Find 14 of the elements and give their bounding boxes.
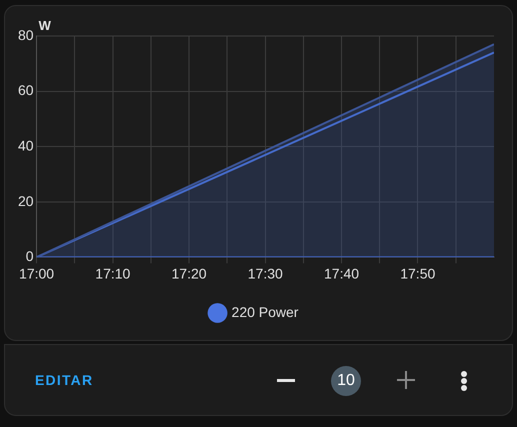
y-tick-label: 40 xyxy=(18,137,34,154)
legend-label: 220 Power xyxy=(232,304,299,320)
x-tick-label: 17:30 xyxy=(248,265,284,282)
x-tick-label: 17:10 xyxy=(95,265,131,282)
y-axis-title: W xyxy=(38,18,52,34)
x-tick-label: 17:50 xyxy=(400,265,436,282)
y-tick-label: 0 xyxy=(26,248,34,264)
x-tick-label: 17:20 xyxy=(172,265,207,282)
text: EDITAR xyxy=(35,372,94,388)
y-tick-label: 60 xyxy=(18,82,34,98)
y-tick-label: 20 xyxy=(18,192,34,209)
x-tick-label: 17:40 xyxy=(324,265,360,282)
x-tick-label: 17:00 xyxy=(19,265,54,282)
y-tick-label: 80 xyxy=(18,26,34,43)
